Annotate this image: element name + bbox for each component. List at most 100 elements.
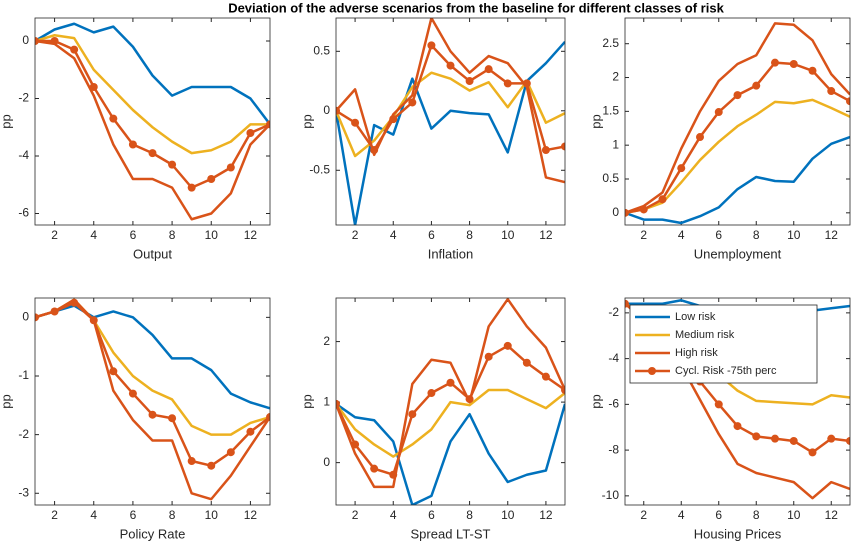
y-tick-label: -6 <box>18 206 29 220</box>
series-marker <box>714 400 723 409</box>
x-tick-label: 2 <box>51 228 58 242</box>
series-marker <box>465 395 474 404</box>
x-tick-label: 8 <box>466 508 473 522</box>
axes-box <box>624 17 851 226</box>
axes-box <box>335 17 566 226</box>
x-tick-label: 10 <box>787 508 801 522</box>
series-marker <box>50 307 59 316</box>
x-tick-label: 10 <box>205 508 219 522</box>
series-marker <box>541 146 550 155</box>
x-axis-label: Inflation <box>428 246 474 261</box>
series-marker <box>207 461 216 470</box>
series-marker <box>522 358 531 367</box>
series-marker <box>427 41 436 50</box>
y-tick-label: 0.5 <box>313 43 330 57</box>
legend-label: High risk <box>675 347 718 359</box>
x-tick-label: 6 <box>428 508 435 522</box>
series-marker <box>846 97 850 106</box>
series-marker <box>484 352 493 361</box>
legend-marker <box>648 367 656 375</box>
x-tick-label: 8 <box>466 228 473 242</box>
series-marker <box>408 98 417 107</box>
plot-area <box>625 22 850 225</box>
series-line <box>336 44 565 152</box>
y-tick-label: 0.5 <box>602 171 619 185</box>
y-axis-label: pp <box>588 394 603 408</box>
x-tick-label: 4 <box>390 228 397 242</box>
series-marker <box>70 298 79 307</box>
x-tick-label: 8 <box>753 228 760 242</box>
series-marker <box>336 399 340 408</box>
x-tick-label: 6 <box>130 228 137 242</box>
y-tick-label: 1.5 <box>602 104 619 118</box>
x-tick-label: 10 <box>787 228 801 242</box>
series-marker <box>168 160 177 169</box>
y-tick-label: 2.5 <box>602 36 619 50</box>
series-marker <box>50 37 59 45</box>
series-marker <box>408 410 417 419</box>
y-tick-label: -3 <box>18 485 29 499</box>
series-marker <box>187 183 196 192</box>
series-marker <box>427 389 436 398</box>
series-line <box>336 388 565 458</box>
x-tick-label: 4 <box>90 228 97 242</box>
x-tick-label: 12 <box>244 508 258 522</box>
series-line <box>35 39 270 189</box>
x-tick-label: 2 <box>640 228 647 242</box>
legend-label: Low risk <box>675 311 716 323</box>
series-marker <box>370 464 379 473</box>
series-marker <box>561 386 565 394</box>
y-tick-label: -0.5 <box>309 162 330 176</box>
y-tick-label: 1 <box>323 394 330 408</box>
axes-box <box>624 297 851 506</box>
y-tick-label: 0 <box>22 310 29 324</box>
y-tick-label: -2 <box>18 427 29 441</box>
series-marker <box>771 58 779 67</box>
legend-label: Medium risk <box>675 329 735 341</box>
x-tick-label: 4 <box>90 508 97 522</box>
series-marker <box>446 61 455 70</box>
x-tick-label: 10 <box>501 508 515 522</box>
series-marker <box>625 208 629 217</box>
series-marker <box>733 422 742 431</box>
series-marker <box>625 299 629 308</box>
series-marker <box>522 79 531 88</box>
x-tick-label: 12 <box>825 508 839 522</box>
plot-area <box>336 298 565 505</box>
series-marker <box>446 378 455 387</box>
series-marker <box>827 434 836 443</box>
series-marker <box>109 114 118 123</box>
series-marker <box>639 205 648 214</box>
series-marker <box>128 389 137 398</box>
x-tick-label: 12 <box>825 228 839 242</box>
series-marker <box>771 434 779 443</box>
series-marker <box>168 414 177 423</box>
y-tick-label: 1 <box>612 137 619 151</box>
series-line <box>625 135 850 225</box>
series-marker <box>465 77 474 86</box>
series-marker <box>484 65 493 74</box>
series-line <box>35 39 270 221</box>
x-tick-label: 8 <box>169 228 176 242</box>
axes-box <box>34 17 271 226</box>
series-line <box>35 304 270 410</box>
series-marker <box>266 120 270 129</box>
x-tick-label: 4 <box>678 228 685 242</box>
y-tick-label: -2 <box>18 91 29 105</box>
series-marker <box>789 60 798 68</box>
series-marker <box>658 195 667 204</box>
series-marker <box>541 372 550 381</box>
series-marker <box>109 367 118 376</box>
x-tick-label: 4 <box>678 508 685 522</box>
series-marker <box>808 448 817 457</box>
y-axis-label: pp <box>299 114 314 128</box>
y-axis-label: pp <box>0 394 13 408</box>
y-tick-label: 0 <box>323 103 330 117</box>
y-tick-label: 0 <box>612 205 619 219</box>
series-marker <box>389 115 398 124</box>
series-marker <box>148 149 157 158</box>
series-marker <box>714 108 723 117</box>
series-marker <box>696 133 704 142</box>
x-tick-label: 4 <box>390 508 397 522</box>
series-marker <box>246 129 255 137</box>
